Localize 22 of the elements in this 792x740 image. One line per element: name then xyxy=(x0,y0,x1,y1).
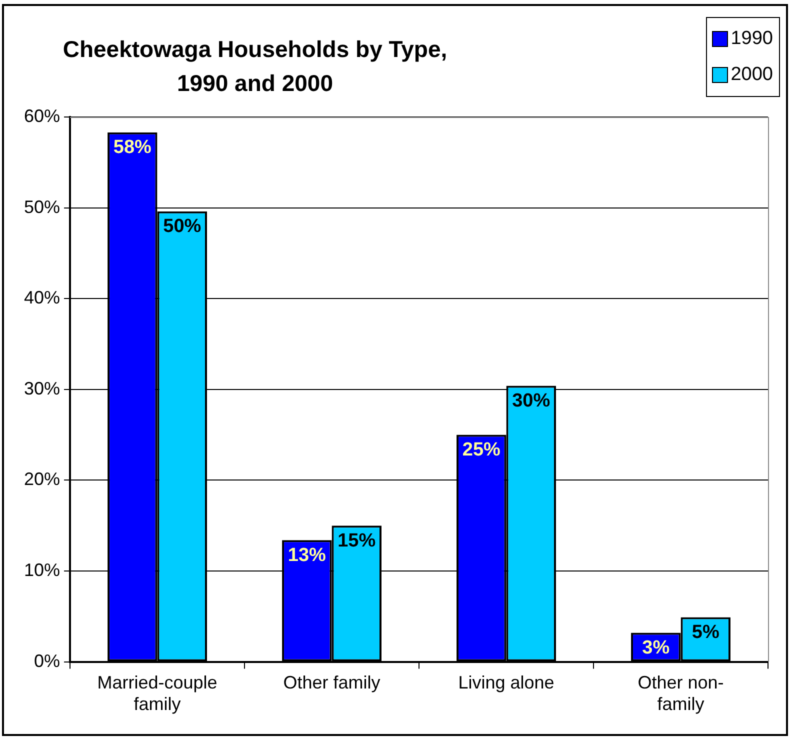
chart-title: Cheektowaga Households by Type, 1990 and 2000 xyxy=(62,35,448,98)
legend-label: 2000 xyxy=(730,64,773,86)
y-tick-label: 20% xyxy=(24,469,60,490)
data-label: 30% xyxy=(512,390,550,412)
data-label: 5% xyxy=(692,622,720,644)
data-label: 3% xyxy=(642,637,670,658)
x-tick-label: Other family xyxy=(283,672,380,693)
legend-label: 1990 xyxy=(730,28,773,50)
y-tick-label: 0% xyxy=(34,650,60,671)
data-label: 15% xyxy=(338,530,376,552)
y-tick-label: 60% xyxy=(24,106,60,126)
y-tick-label: 40% xyxy=(24,288,60,308)
x-tick-label: Married-couple family xyxy=(97,672,218,714)
x-tick-label: Other non-family xyxy=(638,672,724,714)
data-label: 50% xyxy=(163,216,202,238)
data-label: 58% xyxy=(113,137,152,158)
y-tick-label: 50% xyxy=(24,196,60,217)
x-tick-label: Living alone xyxy=(458,672,554,693)
data-label: 25% xyxy=(462,440,501,461)
y-tick-label: 30% xyxy=(24,378,60,398)
y-tick-label: 10% xyxy=(24,560,60,580)
data-label: 13% xyxy=(288,544,326,566)
